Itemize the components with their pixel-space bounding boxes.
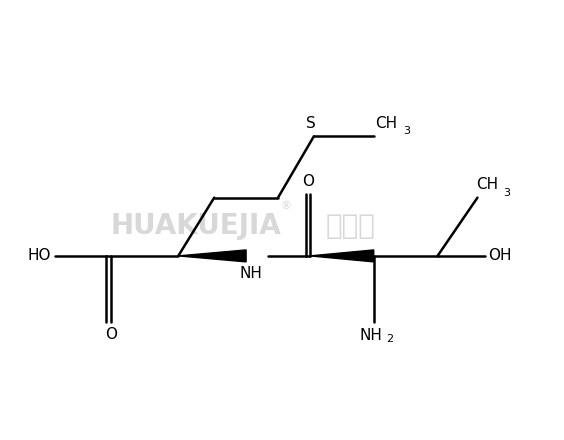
Text: NH: NH bbox=[240, 266, 262, 281]
Polygon shape bbox=[178, 250, 246, 262]
Text: 化学加: 化学加 bbox=[326, 213, 376, 240]
Text: 3: 3 bbox=[403, 126, 410, 136]
Text: 3: 3 bbox=[503, 188, 510, 198]
Text: 2: 2 bbox=[386, 334, 393, 344]
Text: ®: ® bbox=[280, 201, 292, 211]
Text: NH: NH bbox=[359, 328, 382, 343]
Text: S: S bbox=[306, 116, 316, 131]
Text: O: O bbox=[105, 327, 117, 342]
Text: CH: CH bbox=[476, 177, 498, 192]
Text: HO: HO bbox=[28, 249, 51, 264]
Text: O: O bbox=[302, 174, 314, 189]
Text: OH: OH bbox=[488, 249, 512, 264]
Text: CH: CH bbox=[375, 116, 398, 131]
Text: HUAKUEJIA: HUAKUEJIA bbox=[111, 213, 281, 240]
Polygon shape bbox=[310, 250, 374, 262]
